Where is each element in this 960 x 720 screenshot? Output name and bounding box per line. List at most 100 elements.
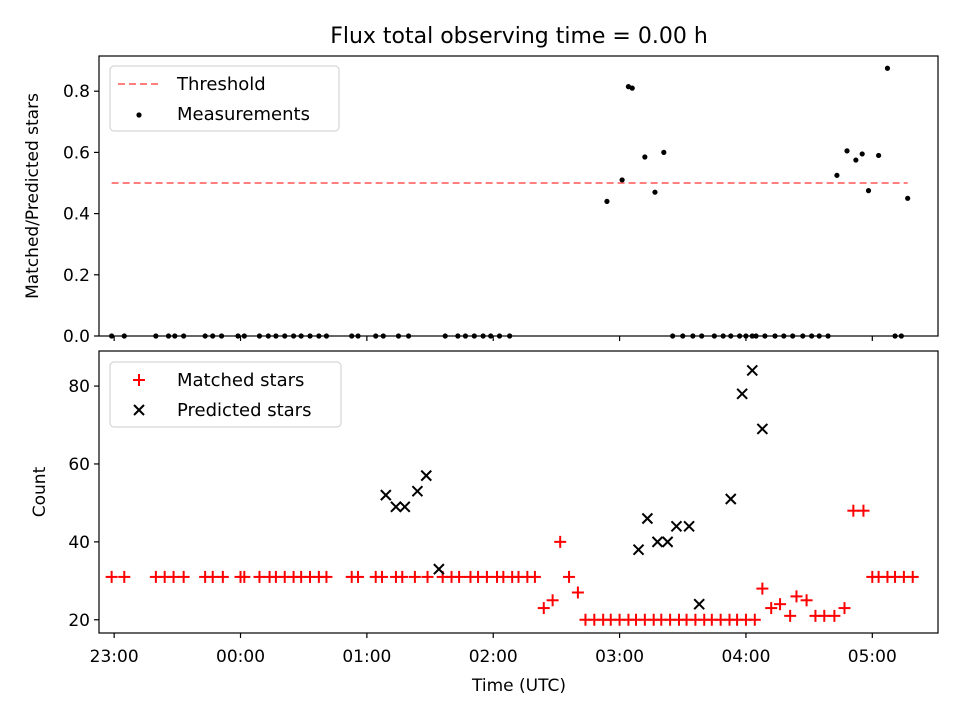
matched-star-point — [118, 570, 131, 583]
measurement-point — [642, 154, 648, 160]
measurement-point — [619, 177, 625, 183]
matched-star-point — [906, 570, 919, 583]
matched-star-point — [554, 535, 567, 548]
predicted-star-point — [683, 520, 695, 532]
top-y-tick-label: 0.2 — [63, 266, 90, 286]
bottom-y-tick-label: 80 — [68, 377, 90, 397]
matched-star-point — [105, 570, 118, 583]
measurement-point — [844, 148, 850, 154]
matched-star-point — [748, 613, 761, 626]
measurement-point — [629, 85, 635, 91]
legend-measurements-label: Measurements — [177, 104, 310, 125]
matched-star-point — [528, 570, 541, 583]
matched-star-point — [480, 570, 493, 583]
matched-star-point — [238, 570, 251, 583]
top-y-tick-label: 0.0 — [63, 327, 90, 347]
predicted-star-point — [641, 512, 654, 525]
matched-star-point — [396, 570, 409, 583]
x-tick-label: 23:00 — [90, 647, 139, 667]
matched-star-point — [790, 590, 803, 603]
predicted-star-point — [746, 364, 758, 377]
matched-star-point — [828, 609, 841, 622]
predicted-star-point — [390, 501, 402, 513]
legend-matched-swatch — [133, 374, 145, 386]
bottom-plot-marks — [105, 364, 919, 626]
matched-star-point — [216, 570, 229, 583]
matched-star-point — [421, 570, 434, 583]
legend-measurement-swatch — [136, 112, 142, 118]
bottom-y-tick-label: 40 — [68, 533, 90, 553]
top-y-axis-label: Matched/Predicted stars — [23, 93, 43, 299]
chart-title: Flux total observing time = 0.00 h — [330, 24, 708, 49]
x-tick-label: 02:00 — [469, 647, 518, 667]
matched-star-point — [800, 594, 813, 607]
measurement-point — [884, 65, 891, 71]
x-tick-label: 04:00 — [721, 647, 770, 667]
measurement-point — [876, 152, 882, 159]
measurement-point — [853, 157, 859, 163]
predicted-star-point — [736, 388, 748, 400]
measurement-point — [859, 151, 865, 157]
predicted-star-point — [411, 485, 424, 497]
matched-star-point — [857, 504, 870, 517]
matched-star-point — [838, 602, 851, 615]
legend-matched-label: Matched stars — [177, 370, 304, 391]
matched-star-point — [352, 570, 365, 583]
bottom-y-tick-label: 20 — [68, 611, 90, 631]
matched-star-point — [571, 586, 584, 599]
matched-star-point — [253, 570, 266, 583]
measurement-point — [661, 149, 667, 155]
matched-star-point — [453, 570, 466, 583]
bottom-x-axis: 23:00 00:00 01:00 02:00 03:00 04:00 05:00 — [90, 633, 897, 667]
predicted-star-point — [399, 501, 411, 513]
predicted-star-point — [651, 536, 664, 548]
matched-star-point — [774, 598, 787, 611]
predicted-star-point — [693, 598, 705, 610]
matched-star-point — [167, 570, 180, 583]
matched-star-point — [784, 609, 797, 622]
legend-predicted-swatch — [133, 404, 145, 416]
bottom-legend: Matched stars Predicted stars — [109, 361, 342, 428]
measurement-point — [834, 172, 840, 178]
x-tick-label: 03:00 — [595, 647, 644, 667]
matched-star-point — [756, 582, 769, 595]
x-axis-label: Time (UTC) — [471, 676, 566, 696]
x-tick-label: 00:00 — [216, 647, 265, 667]
bottom-axes-frame — [98, 350, 939, 634]
measurement-point — [604, 198, 610, 204]
predicted-star-point — [670, 520, 683, 532]
matched-star-point — [376, 570, 389, 583]
bottom-y-tick-label: 60 — [68, 455, 90, 475]
bottom-y-axis: 20 40 60 80 — [68, 377, 99, 631]
legend-predicted-label: Predicted stars — [177, 400, 311, 421]
bottom-legend-frame — [109, 361, 342, 428]
bottom-panel: 20 40 60 80 23:00 00:00 01:00 02:00 03:00 04:00 0… — [30, 350, 939, 696]
x-tick-label: 05:00 — [848, 647, 897, 667]
top-axes-frame — [98, 55, 939, 337]
top-legend: Threshold Measurements — [109, 65, 340, 132]
predicted-star-point — [420, 469, 432, 482]
top-y-tick-label: 0.6 — [63, 143, 90, 163]
measurement-point — [865, 188, 872, 194]
predicted-star-point — [632, 543, 645, 556]
legend-threshold-label: Threshold — [176, 74, 266, 95]
top-panel: 0.00.20.40.60.8 Matched/Predicted stars … — [23, 55, 939, 347]
predicted-star-point — [725, 493, 737, 505]
predicted-star-point — [661, 536, 674, 548]
matched-star-point — [847, 504, 860, 517]
matched-star-point — [765, 602, 778, 615]
predicted-star-point — [756, 423, 769, 435]
top-y-tick-label: 0.8 — [63, 82, 90, 102]
measurement-point — [652, 189, 658, 195]
top-legend-frame — [109, 65, 340, 132]
x-tick-label: 01:00 — [342, 647, 391, 667]
matched-star-point — [408, 570, 421, 583]
predicted-star-point — [433, 563, 445, 575]
matched-star-point — [320, 570, 333, 583]
predicted-star-point — [380, 489, 392, 501]
matched-star-point — [206, 570, 219, 583]
matched-star-point — [563, 570, 576, 583]
top-y-tick-label: 0.4 — [63, 205, 90, 225]
matched-star-point — [537, 602, 550, 615]
